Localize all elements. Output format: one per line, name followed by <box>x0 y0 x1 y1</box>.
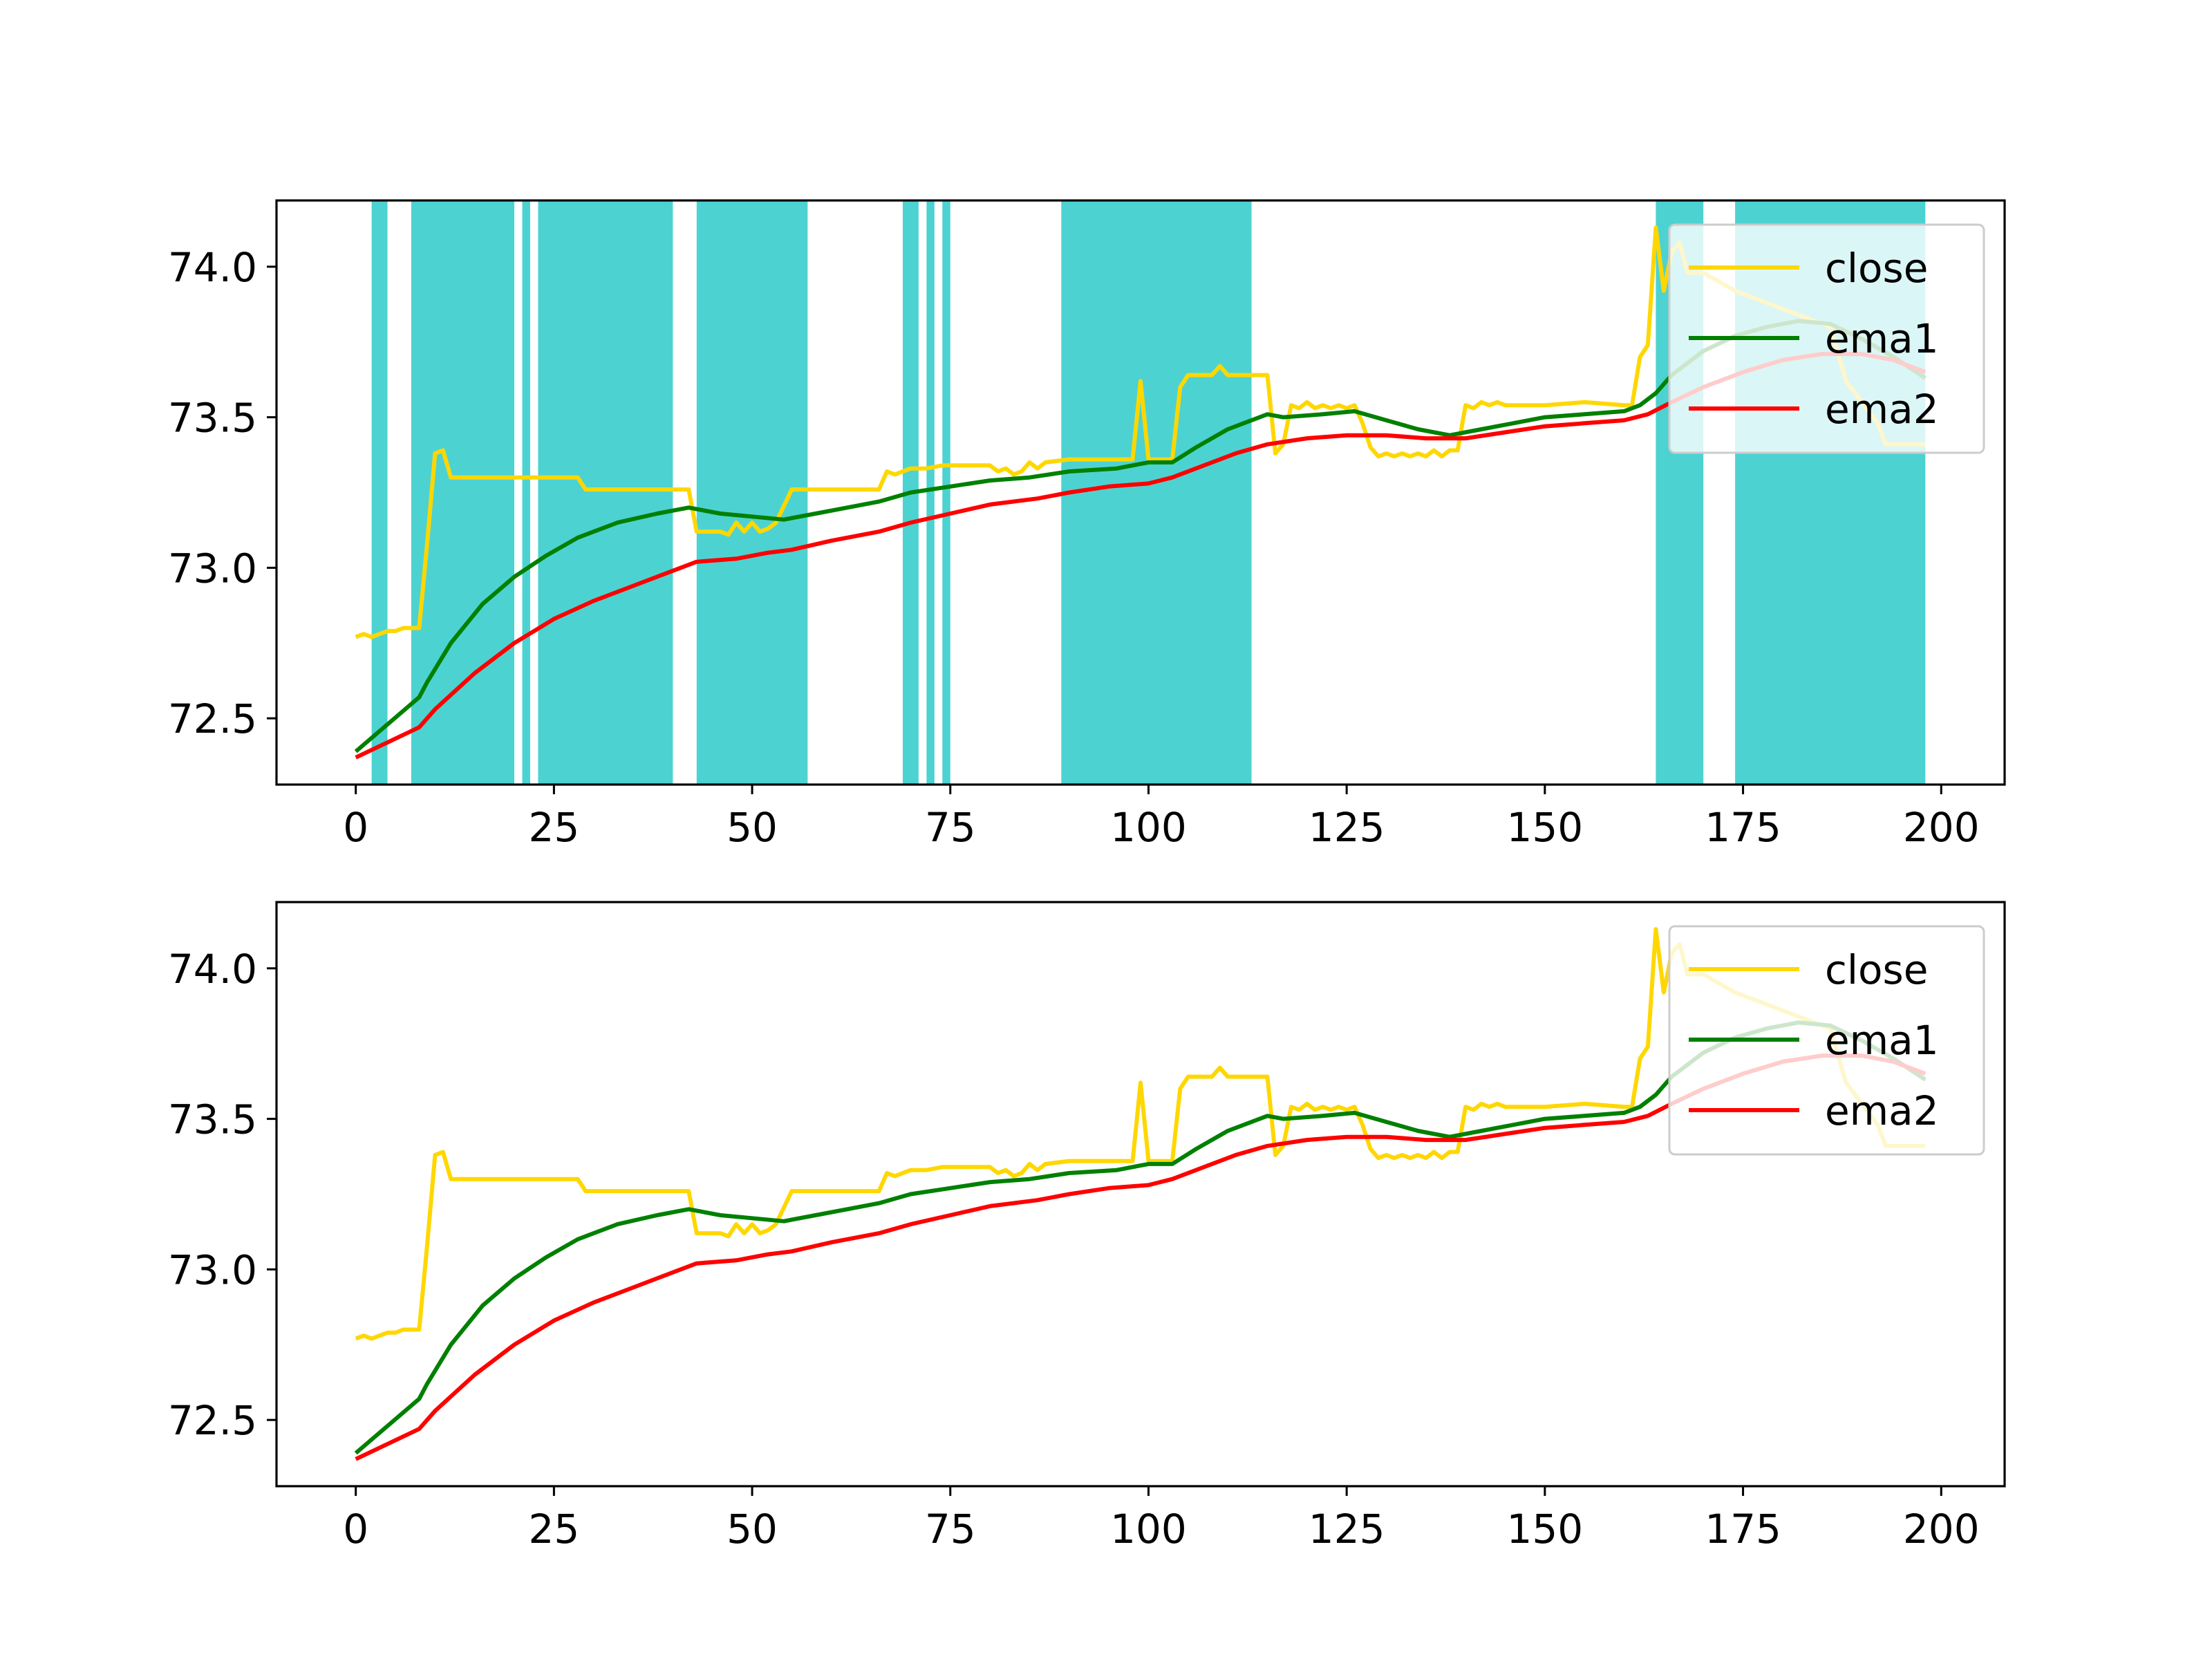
shaded-region <box>538 200 673 785</box>
series-line-ema2 <box>355 1053 1927 1461</box>
axes-frame <box>275 199 2006 786</box>
x-tick-label: 25 <box>528 1506 579 1553</box>
y-tick-label: 74.0 <box>168 244 257 291</box>
x-tick-label: 175 <box>1705 804 1781 851</box>
y-tick-label: 74.0 <box>168 946 257 993</box>
x-tick-label: 75 <box>925 1506 976 1553</box>
shaded-region <box>522 200 530 785</box>
x-tick-label: 150 <box>1507 804 1584 851</box>
x-tick-label: 50 <box>727 1506 778 1553</box>
x-tick-label: 200 <box>1903 1506 1980 1553</box>
x-tick-label: 125 <box>1309 804 1385 851</box>
series-line-ema2 <box>355 352 1927 760</box>
y-tick-label: 73.0 <box>168 1246 257 1293</box>
shaded-region <box>371 200 388 785</box>
y-tick-label: 73.0 <box>168 545 257 592</box>
legend-label-close: close <box>1825 946 1928 993</box>
shaded-region <box>942 200 950 785</box>
y-tick-label: 73.5 <box>168 395 257 442</box>
x-tick-label: 100 <box>1110 804 1187 851</box>
shaded-region <box>1061 200 1252 785</box>
series-line-close <box>355 927 1926 1341</box>
x-tick-label: 75 <box>925 804 976 851</box>
axes-frame <box>275 901 2006 1488</box>
legend-box <box>1668 925 1985 1156</box>
shaded-region <box>926 200 935 785</box>
x-tick-label: 125 <box>1309 1506 1385 1553</box>
x-tick-label: 50 <box>727 804 778 851</box>
subplot-1: 0 25 50 75 100 125 150 175 200 72.5 73.0 73.5 74.0 cl… <box>168 199 2006 851</box>
y-tick-label: 72.5 <box>168 1397 257 1444</box>
legend-label-ema2: ema2 <box>1825 1087 1939 1134</box>
subplot-2: 0 25 50 75 100 125 150 175 200 72.5 73.0 73.5 74.0 cl… <box>168 901 2006 1553</box>
legend-box <box>1668 223 1985 454</box>
x-tick-label: 200 <box>1903 804 1980 851</box>
legend-label-close: close <box>1825 245 1928 292</box>
x-tick-label: 0 <box>343 1506 368 1553</box>
shaded-region <box>411 200 515 785</box>
series-line-close <box>355 225 1926 639</box>
x-tick-label: 100 <box>1110 1506 1187 1553</box>
x-tick-label: 25 <box>528 804 579 851</box>
x-tick-label: 0 <box>343 804 368 851</box>
y-tick-label: 72.5 <box>168 695 257 742</box>
y-tick-label: 73.5 <box>168 1096 257 1143</box>
legend-label-ema2: ema2 <box>1825 386 1939 433</box>
x-tick-label: 175 <box>1705 1506 1781 1553</box>
legend-label-ema1: ema1 <box>1825 1017 1939 1064</box>
legend-label-ema1: ema1 <box>1825 315 1939 362</box>
x-tick-label: 150 <box>1507 1506 1584 1553</box>
